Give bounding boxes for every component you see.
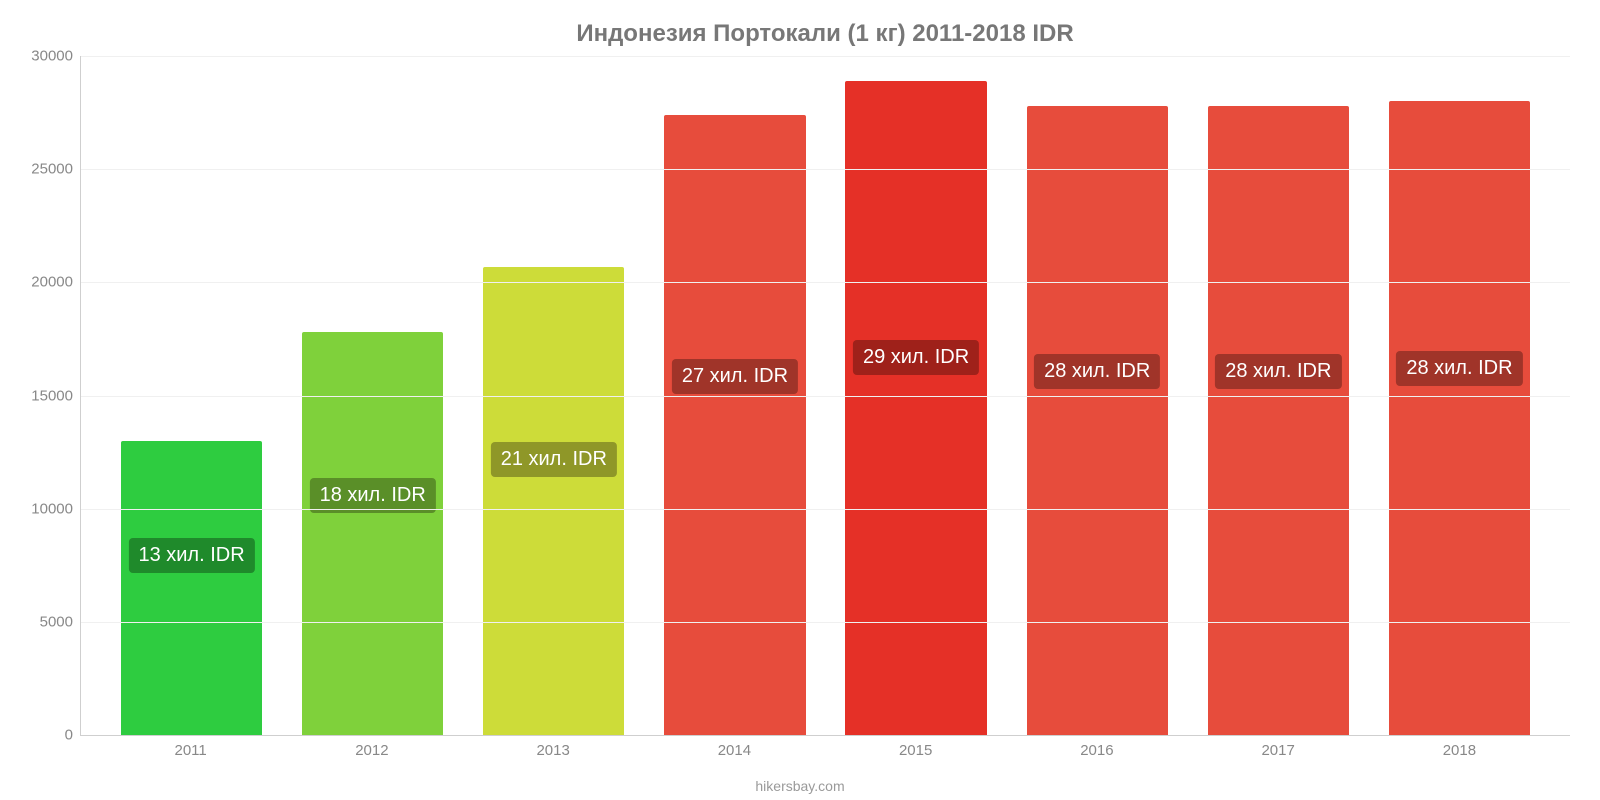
gridline — [81, 282, 1570, 283]
bar-value-label: 28 хил. IDR — [1396, 351, 1522, 386]
gridline — [81, 396, 1570, 397]
bar: 18 хил. IDR — [302, 332, 443, 735]
y-tick-label: 0 — [21, 727, 73, 744]
bar: 28 хил. IDR — [1027, 106, 1168, 735]
y-tick-label: 10000 — [21, 500, 73, 517]
gridline — [81, 622, 1570, 623]
x-tick-label: 2016 — [1006, 742, 1187, 759]
bar: 13 хил. IDR — [121, 441, 262, 735]
y-tick-label: 5000 — [21, 613, 73, 630]
plot-area: 13 хил. IDR 18 хил. IDR 21 хил. IDR 27 хил.… — [80, 56, 1570, 736]
gridline — [81, 56, 1570, 57]
y-tick-label: 30000 — [21, 48, 73, 65]
x-tick-label: 2012 — [281, 742, 462, 759]
x-tick-label: 2017 — [1188, 742, 1369, 759]
gridline — [81, 509, 1570, 510]
chart-container: Индонезия Портокали (1 кг) 2011-2018 IDR… — [0, 0, 1600, 800]
x-tick-label: 2014 — [644, 742, 825, 759]
x-tick-label: 2013 — [463, 742, 644, 759]
bar: 21 хил. IDR — [483, 267, 624, 736]
bar: 28 хил. IDR — [1389, 101, 1530, 735]
bar-value-label: 29 хил. IDR — [853, 340, 979, 375]
bar: 29 хил. IDR — [845, 81, 986, 735]
bar: 27 хил. IDR — [664, 115, 805, 735]
bar: 28 хил. IDR — [1208, 106, 1349, 735]
bar-value-label: 28 хил. IDR — [1215, 354, 1341, 389]
gridline — [81, 169, 1570, 170]
x-tick-label: 2015 — [825, 742, 1006, 759]
bar-value-label: 28 хил. IDR — [1034, 354, 1160, 389]
x-tick-label: 2011 — [100, 742, 281, 759]
y-tick-label: 20000 — [21, 274, 73, 291]
source-attribution: hikersbay.com — [0, 778, 1600, 794]
chart-title: Индонезия Портокали (1 кг) 2011-2018 IDR — [80, 20, 1570, 48]
x-axis-labels: 20112012201320142015201620172018 — [80, 736, 1570, 759]
x-tick-label: 2018 — [1369, 742, 1550, 759]
bar-value-label: 27 хил. IDR — [672, 359, 798, 394]
bar-value-label: 13 хил. IDR — [128, 538, 254, 573]
y-tick-label: 15000 — [21, 387, 73, 404]
bar-value-label: 21 хил. IDR — [491, 442, 617, 477]
y-tick-label: 25000 — [21, 161, 73, 178]
